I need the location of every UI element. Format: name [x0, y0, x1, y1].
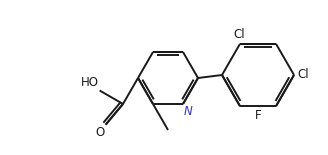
- Text: HO: HO: [81, 76, 99, 89]
- Text: Cl: Cl: [297, 69, 309, 82]
- Text: O: O: [95, 126, 105, 139]
- Text: F: F: [255, 109, 261, 122]
- Text: Cl: Cl: [233, 28, 245, 41]
- Text: N: N: [184, 105, 193, 118]
